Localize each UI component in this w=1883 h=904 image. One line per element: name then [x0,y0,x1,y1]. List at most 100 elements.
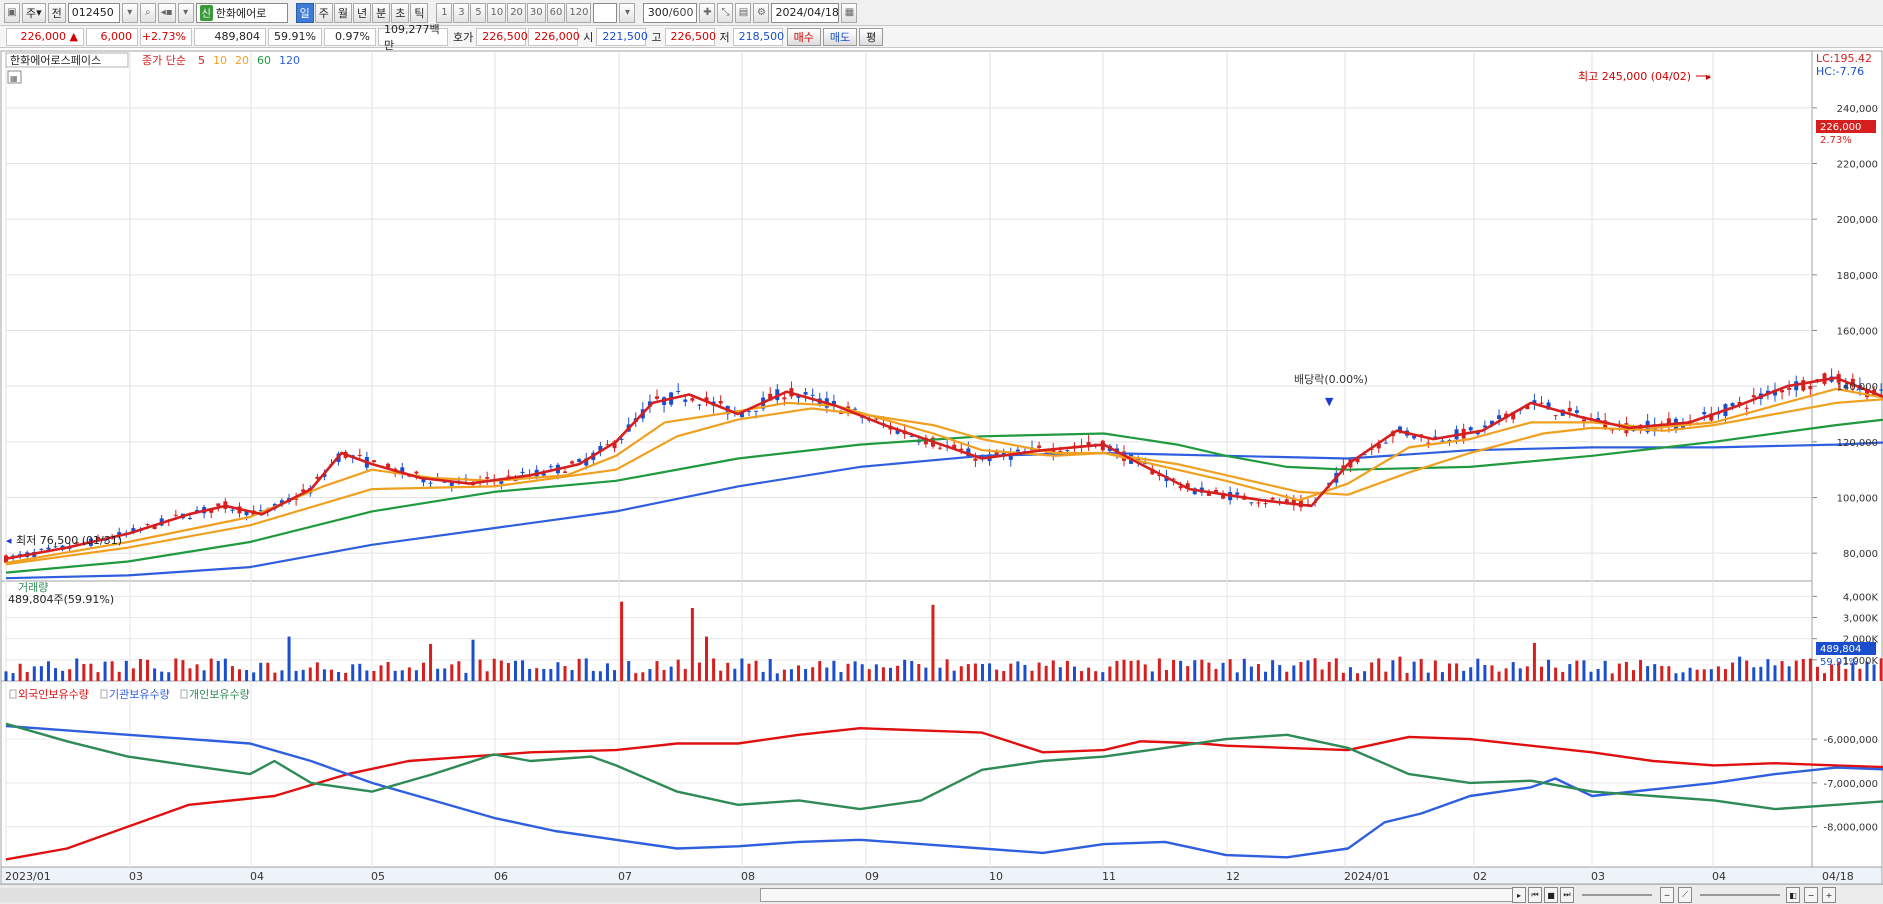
interval-button-10[interactable]: 10 [487,2,507,23]
volume-bar [889,667,892,681]
cursor-mode-icon[interactable]: ✚ [699,2,716,23]
scroll-stop-icon[interactable]: ■ [1544,887,1558,903]
save-icon[interactable]: ▤ [735,2,752,23]
volume-bar [1631,670,1635,681]
volume-bar [68,669,72,681]
candle-body [563,471,568,473]
volume-bar [521,660,525,681]
volume-bar [75,658,79,681]
stock-name-field[interactable]: 신 한화에어로 [195,2,288,23]
volume-bar [1080,671,1084,681]
draw-tool-icon[interactable]: ⟋ [1678,887,1692,903]
zoom-slider[interactable] [1582,894,1652,896]
period-tab-2[interactable]: 월 [333,2,352,23]
buy-button[interactable]: 매수 [786,27,821,46]
speaker-icon[interactable]: ◂▪ [157,2,176,23]
volume-bar [789,669,793,681]
zoom-plus-icon[interactable]: + [1822,887,1836,903]
candle-body [697,404,702,406]
interval-dropdown-icon[interactable]: ▾ [619,2,636,23]
evaluate-button[interactable]: 평 [859,27,884,46]
interval-button-1[interactable]: 1 [436,2,453,23]
chart-canvas[interactable]: 240,000 220,000 200,000 180,000 160,000 140,0… [0,50,1883,885]
volume-bar [1518,668,1522,681]
stock-name-value: 한화에어로 [215,6,267,20]
candle-body [95,536,100,540]
low-arrow-head: ◂ [6,534,12,547]
volume-bar [1419,658,1423,681]
period-tab-5[interactable]: 초 [391,2,410,23]
candle-body [371,460,376,463]
stock-code-input[interactable]: 012450 [67,2,120,23]
interval-button-30[interactable]: 30 [526,2,546,23]
holding-lines [5,722,1883,861]
scroll-thumb[interactable] [760,888,1520,902]
interval-button-20[interactable]: 20 [507,2,526,23]
candle-body [959,448,964,450]
view-toggle-icon[interactable]: ◧ [1786,887,1800,903]
bar-count-field[interactable]: 300/600 [643,2,698,23]
zoom-minus-icon[interactable]: − [1804,887,1818,903]
x-axis-last-label: 04/18 [1822,870,1854,883]
current-price-tag-pct: 2.73% [1820,135,1852,146]
volume-bar [131,668,135,681]
volume-bar [995,669,999,681]
x-axis-label: 2023/01 [5,870,51,883]
volume-bar [761,671,765,681]
volume-bar [386,662,390,681]
scroll-next-icon[interactable]: ⏭ [1560,887,1574,903]
code-type-select[interactable]: 주 ▾ [22,2,46,23]
history-dropdown-icon[interactable]: ▾ [177,2,194,23]
interval-button-5[interactable]: 5 [470,2,487,23]
tool-slider[interactable] [1700,894,1780,896]
period-tab-0[interactable]: 일 [295,2,314,23]
calendar-icon[interactable]: ▦ [841,2,858,23]
volume-bar [1596,668,1600,681]
legend-stock-name: 한화에어로스페이스 [10,54,101,67]
volume-bar [860,664,864,681]
interval-custom-input[interactable] [593,2,618,23]
search-icon[interactable]: ⌕ [139,2,156,23]
period-tab-1[interactable]: 주 [314,2,333,23]
volume-bar [1504,668,1508,681]
scroll-prev-icon[interactable]: ⏮ [1528,887,1542,903]
candle-body [279,500,284,504]
interval-button-120[interactable]: 120 [566,2,592,23]
price-panel-frame [0,50,1813,582]
legend-name-box [5,52,129,68]
candle-body [916,441,921,443]
hc-value: HC:-7.76 [1816,65,1864,78]
panel-settings-icon[interactable] [7,70,22,84]
period-tab-6[interactable]: 틱 [410,2,429,23]
chart-area[interactable]: 240,000 220,000 200,000 180,000 160,000 140,0… [0,50,1883,885]
code-dropdown-icon[interactable]: ▾ [121,2,138,23]
volume-bar [103,661,107,681]
settings-gear-icon[interactable]: ⚙ [753,2,770,23]
volume-bar [747,663,751,681]
zoom-icon[interactable]: ⤡ [717,2,734,23]
interval-button-60[interactable]: 60 [546,2,566,23]
volume-bar [174,658,178,681]
candle-body [173,514,178,516]
candle-body [1355,458,1360,463]
holding-tick-label: -6,000,000 [1823,735,1878,746]
candle-body [1362,454,1367,456]
ma-legend-10: 10 [213,54,227,67]
scroll-first-icon[interactable]: ▸ [1512,887,1526,903]
volume-bar [584,658,588,681]
market-prefix-button[interactable]: 전 [47,2,66,23]
interval-button-3[interactable]: 3 [453,2,470,23]
volume-bar [329,669,333,681]
volume-bar [238,669,242,681]
period-tab-4[interactable]: 분 [372,2,391,23]
volume-bar [1306,660,1310,681]
sell-button[interactable]: 매도 [822,27,858,46]
date-field[interactable]: 2024/04/18 [771,2,840,23]
chart-menu-icon[interactable]: ▣ [4,2,20,23]
period-tab-3[interactable]: 년 [352,2,372,23]
holding-legend-swatch [180,689,188,699]
volume-bar [513,660,517,681]
x-axis-label: 09 [865,870,879,883]
zoom-out-icon[interactable]: ─ [1660,887,1674,903]
